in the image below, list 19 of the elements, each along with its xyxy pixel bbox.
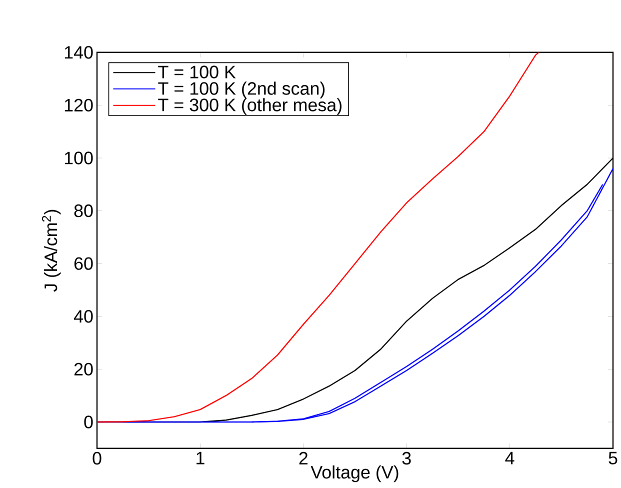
x-tick-label: 2: [299, 452, 308, 464]
x-tick-label: 5: [608, 452, 618, 464]
y-tick-label: 40: [74, 310, 93, 323]
y-tick-label: 80: [74, 204, 93, 218]
x-tick-label: 4: [505, 452, 514, 464]
y-tick-label: 120: [64, 98, 93, 112]
legend-label: T = 100 K (2nd scan): [158, 82, 325, 98]
y-tick-label: 140: [64, 46, 93, 59]
x-tick-label: 1: [196, 452, 204, 464]
x-tick-label: 3: [402, 452, 411, 465]
x-axis-title: Voltage (V): [310, 465, 398, 482]
legend-label: T = 300 K (other mesa): [158, 98, 342, 115]
y-tick-label: 60: [74, 257, 93, 270]
y-tick-label: 0: [84, 416, 93, 428]
y-tick-label: 20: [74, 362, 93, 376]
x-tick-label: 0: [92, 452, 102, 465]
y-tick-label: 100: [64, 152, 93, 164]
y-axis-title: J (kA/cm$^{2}$): [42, 210, 61, 292]
legend-label: T = 100 K: [158, 66, 236, 78]
